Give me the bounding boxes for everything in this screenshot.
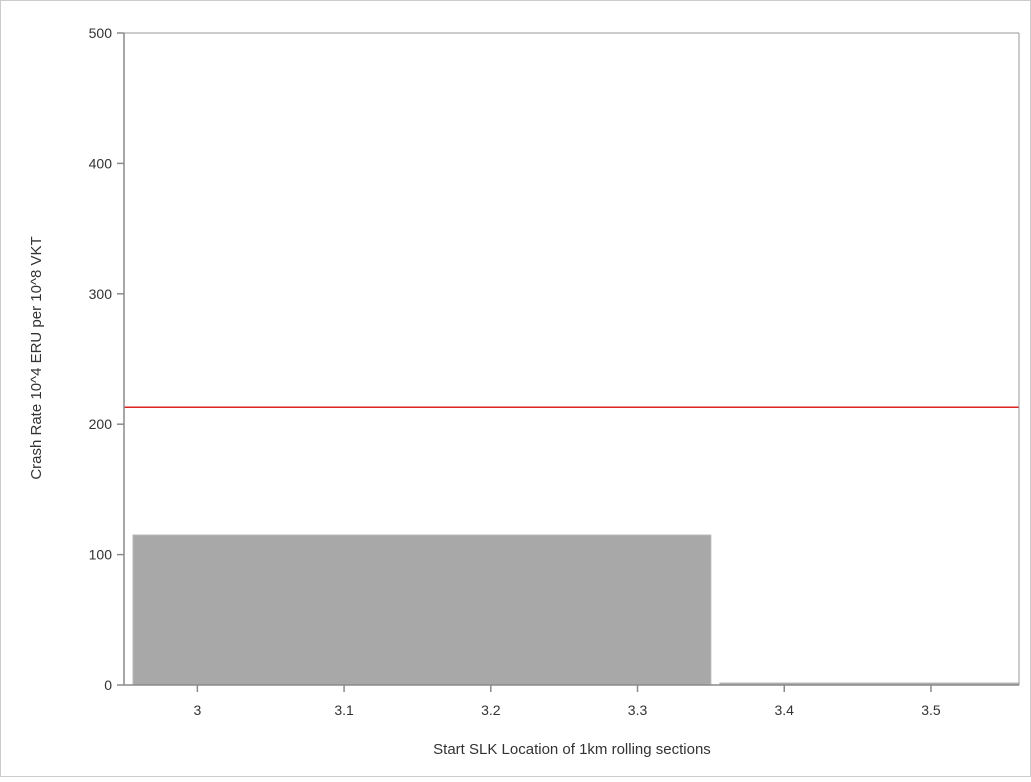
x-tick-label: 3.2: [481, 702, 501, 718]
y-tick-label: 100: [89, 547, 113, 563]
x-tick-label: 3.4: [775, 702, 795, 718]
y-tick-label: 400: [89, 155, 113, 171]
y-axis-label: Crash Rate 10^4 ERU per 10^8 VKT: [28, 236, 45, 479]
x-tick-label: 3.1: [334, 702, 354, 718]
y-tick-label: 0: [104, 677, 112, 693]
x-tick-label: 3: [193, 702, 201, 718]
bar-0: [132, 534, 712, 686]
x-tick-label: 3.5: [921, 702, 941, 718]
axes-layer: [123, 32, 1020, 686]
y-tick-label: 500: [89, 25, 113, 41]
bars-layer: [132, 534, 1020, 686]
x-tick-label: 3.3: [628, 702, 648, 718]
y-tick-label: 200: [89, 416, 113, 432]
y-tick-label: 300: [89, 286, 113, 302]
ticks-layer: 0 100 200 300 400 500 3 3.1 3.2 3.3 3.4 3.5: [89, 25, 941, 718]
x-axis-label: Start SLK Location of 1km rolling sectio…: [433, 741, 711, 758]
